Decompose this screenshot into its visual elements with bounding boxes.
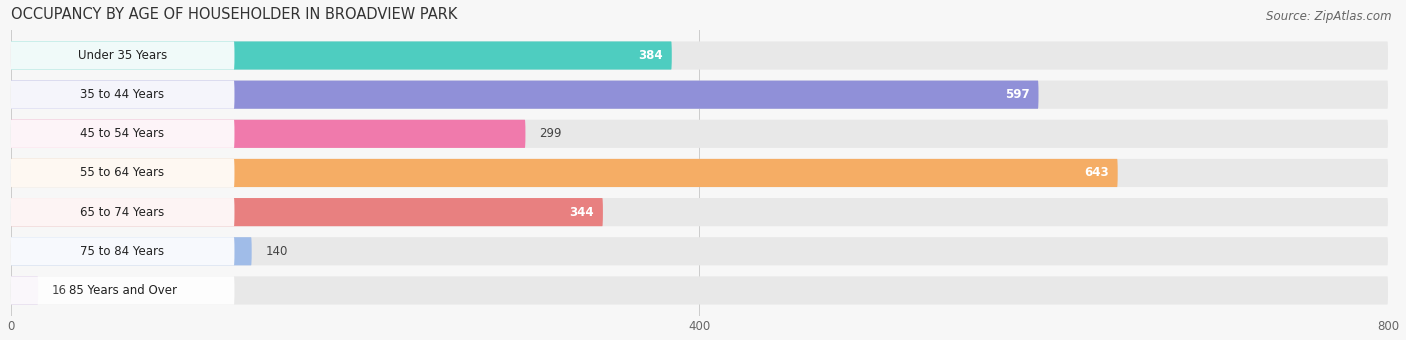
FancyBboxPatch shape (11, 120, 235, 148)
Text: OCCUPANCY BY AGE OF HOUSEHOLDER IN BROADVIEW PARK: OCCUPANCY BY AGE OF HOUSEHOLDER IN BROAD… (11, 7, 457, 22)
FancyBboxPatch shape (11, 276, 1388, 305)
FancyBboxPatch shape (11, 120, 526, 148)
FancyBboxPatch shape (11, 159, 235, 187)
FancyBboxPatch shape (11, 159, 1118, 187)
Text: 35 to 44 Years: 35 to 44 Years (80, 88, 165, 101)
FancyBboxPatch shape (11, 237, 252, 266)
FancyBboxPatch shape (11, 237, 235, 266)
FancyBboxPatch shape (11, 81, 235, 109)
FancyBboxPatch shape (11, 81, 1388, 109)
Text: 65 to 74 Years: 65 to 74 Years (80, 206, 165, 219)
FancyBboxPatch shape (11, 159, 1388, 187)
Text: 344: 344 (569, 206, 595, 219)
Text: 140: 140 (266, 245, 288, 258)
Text: 75 to 84 Years: 75 to 84 Years (80, 245, 165, 258)
Text: 597: 597 (1005, 88, 1029, 101)
FancyBboxPatch shape (11, 41, 1388, 70)
FancyBboxPatch shape (11, 198, 235, 226)
Text: 55 to 64 Years: 55 to 64 Years (80, 167, 165, 180)
FancyBboxPatch shape (11, 198, 603, 226)
Text: 16: 16 (52, 284, 67, 297)
FancyBboxPatch shape (11, 276, 235, 305)
Text: Source: ZipAtlas.com: Source: ZipAtlas.com (1267, 10, 1392, 23)
FancyBboxPatch shape (11, 276, 38, 305)
Text: 299: 299 (538, 127, 561, 140)
Text: 643: 643 (1084, 167, 1109, 180)
FancyBboxPatch shape (11, 81, 1039, 109)
Text: 45 to 54 Years: 45 to 54 Years (80, 127, 165, 140)
FancyBboxPatch shape (11, 41, 235, 70)
Text: 384: 384 (638, 49, 664, 62)
Text: Under 35 Years: Under 35 Years (77, 49, 167, 62)
FancyBboxPatch shape (11, 41, 672, 70)
FancyBboxPatch shape (11, 120, 1388, 148)
FancyBboxPatch shape (11, 237, 1388, 266)
Text: 85 Years and Over: 85 Years and Over (69, 284, 177, 297)
FancyBboxPatch shape (11, 198, 1388, 226)
